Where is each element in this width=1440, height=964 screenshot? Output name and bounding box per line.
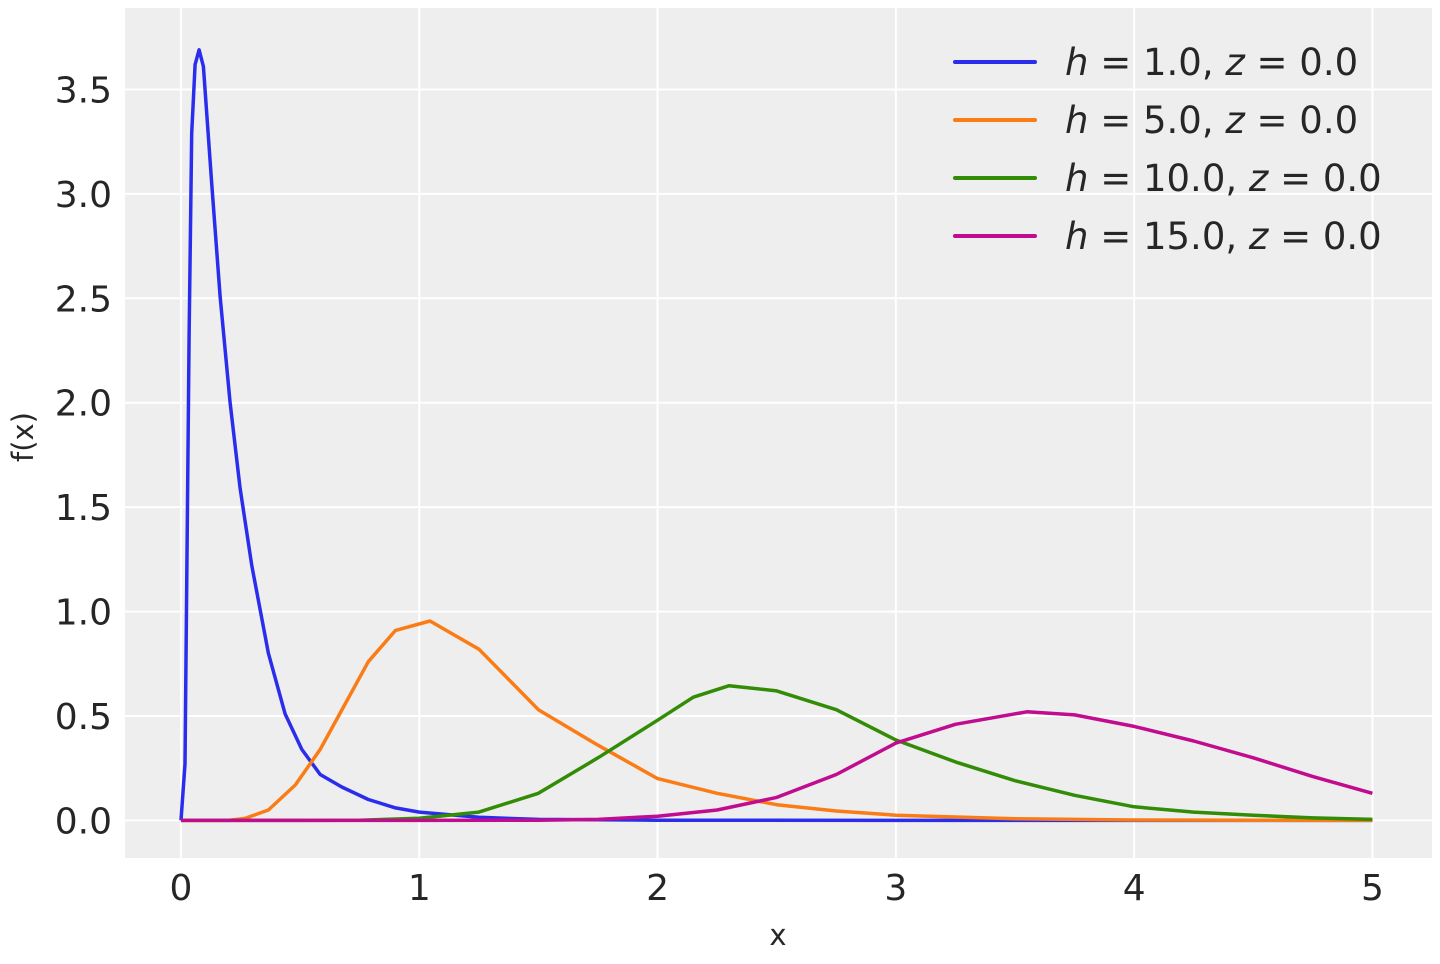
legend: h = 1.0, z = 0.0 h = 5.0, z = 0.0 h = 10.0… xyxy=(953,41,1382,258)
legend-label: h = 1.0, z = 0.0 xyxy=(1065,41,1358,84)
x-tick-label: 1 xyxy=(408,868,431,909)
y-axis-label: f(x) xyxy=(6,412,40,462)
y-tick-label: 2.0 xyxy=(55,384,112,425)
tick-labels: 0 1 2 3 4 5 0.0 0.5 1.0 1.5 2.0 2.5 3.0 3.5 xyxy=(55,70,1384,909)
x-tick-label: 5 xyxy=(1361,868,1384,909)
series-lines xyxy=(179,48,1373,823)
y-tick-label: 2.5 xyxy=(55,279,112,320)
y-tick-label: 3.0 xyxy=(55,175,112,216)
x-tick-label: 0 xyxy=(170,868,193,909)
series-line-4 xyxy=(181,710,1373,823)
legend-label: h = 10.0, z = 0.0 xyxy=(1065,157,1382,200)
x-axis-label: x xyxy=(769,918,786,952)
series-line-3 xyxy=(181,683,1373,823)
y-tick-label: 0.0 xyxy=(55,801,112,842)
y-tick-label: 1.0 xyxy=(55,593,112,634)
grid xyxy=(125,8,1432,858)
y-tick-label: 0.5 xyxy=(55,697,112,738)
x-tick-label: 2 xyxy=(646,868,669,909)
x-tick-label: 3 xyxy=(884,868,907,909)
legend-label: h = 5.0, z = 0.0 xyxy=(1065,99,1358,142)
series-line-2 xyxy=(181,619,1373,823)
y-tick-label: 3.5 xyxy=(55,70,112,111)
y-tick-label: 1.5 xyxy=(55,488,112,529)
x-tick-label: 4 xyxy=(1123,868,1146,909)
legend-label: h = 15.0, z = 0.0 xyxy=(1065,215,1382,258)
